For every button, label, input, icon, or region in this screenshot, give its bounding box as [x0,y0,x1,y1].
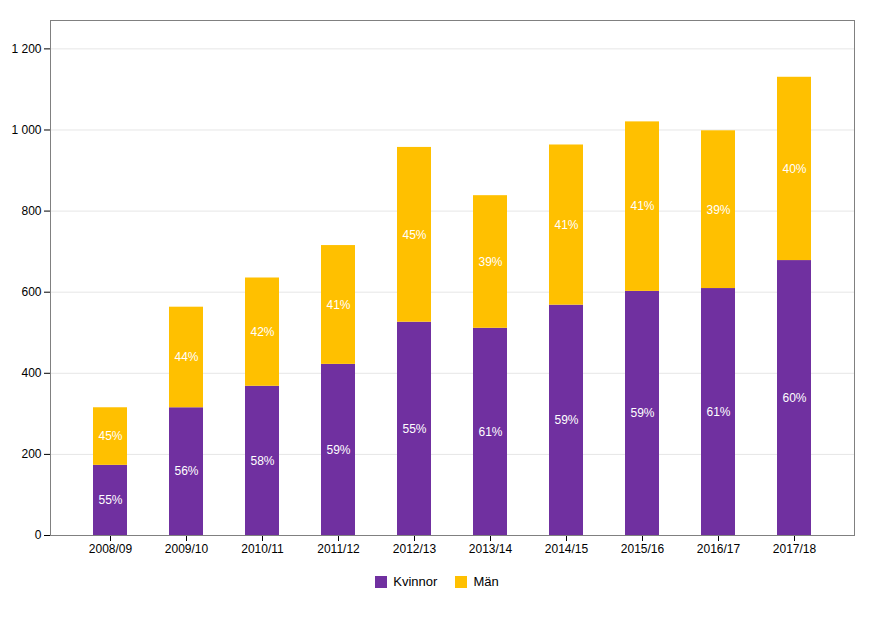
svg-text:45%: 45% [402,228,426,242]
svg-text:61%: 61% [478,425,502,439]
svg-text:59%: 59% [326,443,350,457]
svg-text:0: 0 [35,528,42,542]
svg-text:55%: 55% [98,493,122,507]
svg-text:41%: 41% [630,199,654,213]
svg-text:61%: 61% [706,405,730,419]
svg-text:2014/15: 2014/15 [545,542,589,556]
svg-text:41%: 41% [554,218,578,232]
svg-text:39%: 39% [478,255,502,269]
svg-text:39%: 39% [706,203,730,217]
svg-text:600: 600 [21,285,41,299]
svg-text:2009/10: 2009/10 [165,542,209,556]
svg-text:60%: 60% [782,391,806,405]
svg-text:400: 400 [21,366,41,380]
svg-text:1 200: 1 200 [11,42,41,56]
svg-text:58%: 58% [250,454,274,468]
html-text:Kvinnor: Kvinnor [393,574,438,589]
svg-text:2012/13: 2012/13 [393,542,437,556]
svg-text:1 000: 1 000 [11,123,41,137]
svg-text:40%: 40% [782,162,806,176]
svg-text:59%: 59% [554,413,578,427]
svg-text:55%: 55% [402,422,426,436]
svg-text:2017/18: 2017/18 [773,542,817,556]
svg-text:41%: 41% [326,298,350,312]
svg-text:2016/17: 2016/17 [697,542,741,556]
svg-text:2011/12: 2011/12 [317,542,360,556]
svg-text:56%: 56% [174,464,198,478]
svg-text:2010/11: 2010/11 [241,542,284,556]
svg-text:45%: 45% [98,429,122,443]
svg-text:2008/09: 2008/09 [89,542,133,556]
html-text:Män: Män [473,574,499,589]
svg-text:200: 200 [21,447,41,461]
svg-text:59%: 59% [630,406,654,420]
svg-text:2013/14: 2013/14 [469,542,513,556]
svg-text:42%: 42% [250,325,274,339]
svg-text:800: 800 [21,204,41,218]
svg-text:44%: 44% [174,350,198,364]
svg-text:2015/16: 2015/16 [621,542,665,556]
